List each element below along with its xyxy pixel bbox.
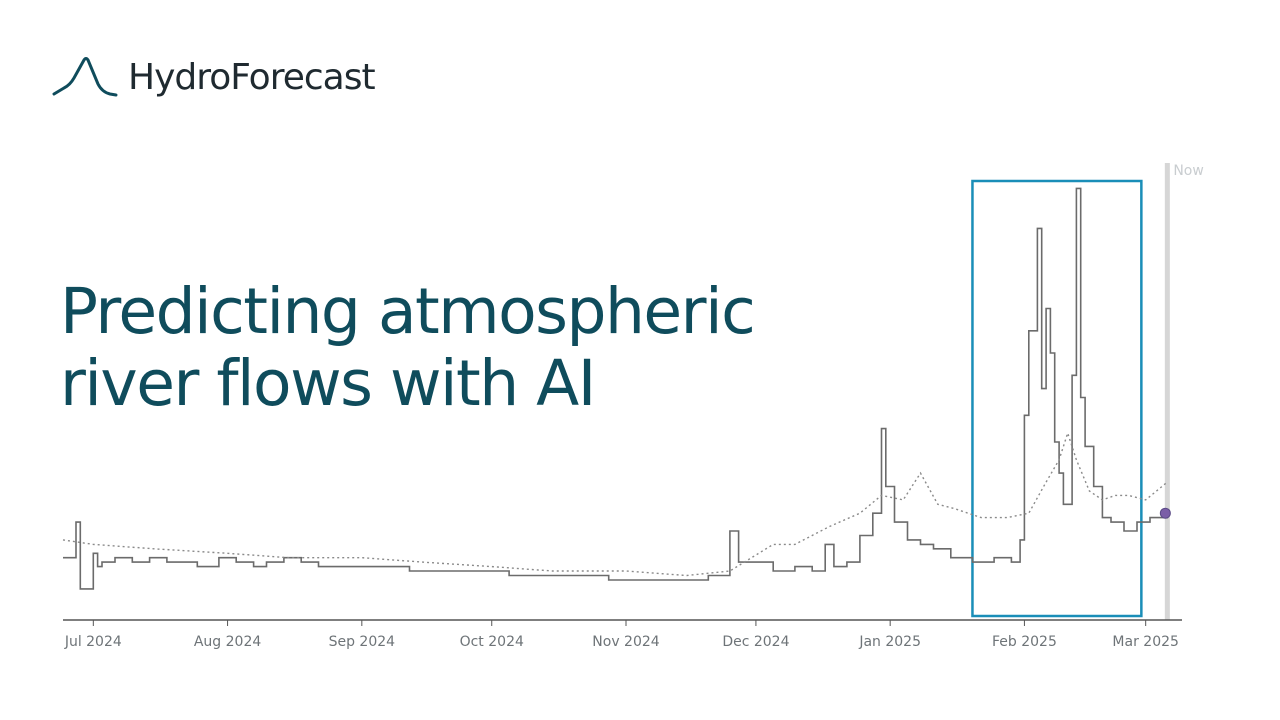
x-axis: Jul 2024 Aug 2024 Sep 2024 Oct 2024 Nov 2024… bbox=[63, 619, 1182, 650]
x-tick-label: Nov 2024 bbox=[592, 634, 659, 650]
highlight-group bbox=[971, 179, 1143, 618]
x-tick-label: Jul 2024 bbox=[64, 634, 122, 650]
current-value-marker bbox=[1159, 507, 1171, 519]
x-tick-label: Aug 2024 bbox=[194, 634, 262, 650]
x-tick-label: Oct 2024 bbox=[460, 634, 524, 650]
x-tick-label: Dec 2024 bbox=[722, 634, 789, 650]
brand: HydroForecast bbox=[52, 54, 376, 102]
x-tick-label: Jan 2025 bbox=[858, 634, 921, 650]
x-tick-label: Mar 2025 bbox=[1112, 634, 1179, 650]
brand-name: HydroForecast bbox=[128, 57, 376, 98]
now-marker-group: Now bbox=[1164, 163, 1204, 620]
x-tick-label: Sep 2024 bbox=[329, 634, 396, 650]
series-group bbox=[62, 187, 1171, 590]
observed-flow-line bbox=[63, 187, 1169, 590]
headline-line-1: Predicting atmospheric bbox=[60, 275, 756, 348]
highlight-box bbox=[971, 179, 1143, 618]
x-tick-label: Feb 2025 bbox=[992, 634, 1057, 650]
headline-line-2: river flows with AI bbox=[60, 347, 596, 420]
hydrograph-peak-icon bbox=[52, 57, 118, 97]
headline: Predicting atmospheric river flows with … bbox=[60, 275, 756, 420]
forecast-flow-line bbox=[62, 430, 1168, 577]
now-label: Now bbox=[1173, 163, 1204, 179]
